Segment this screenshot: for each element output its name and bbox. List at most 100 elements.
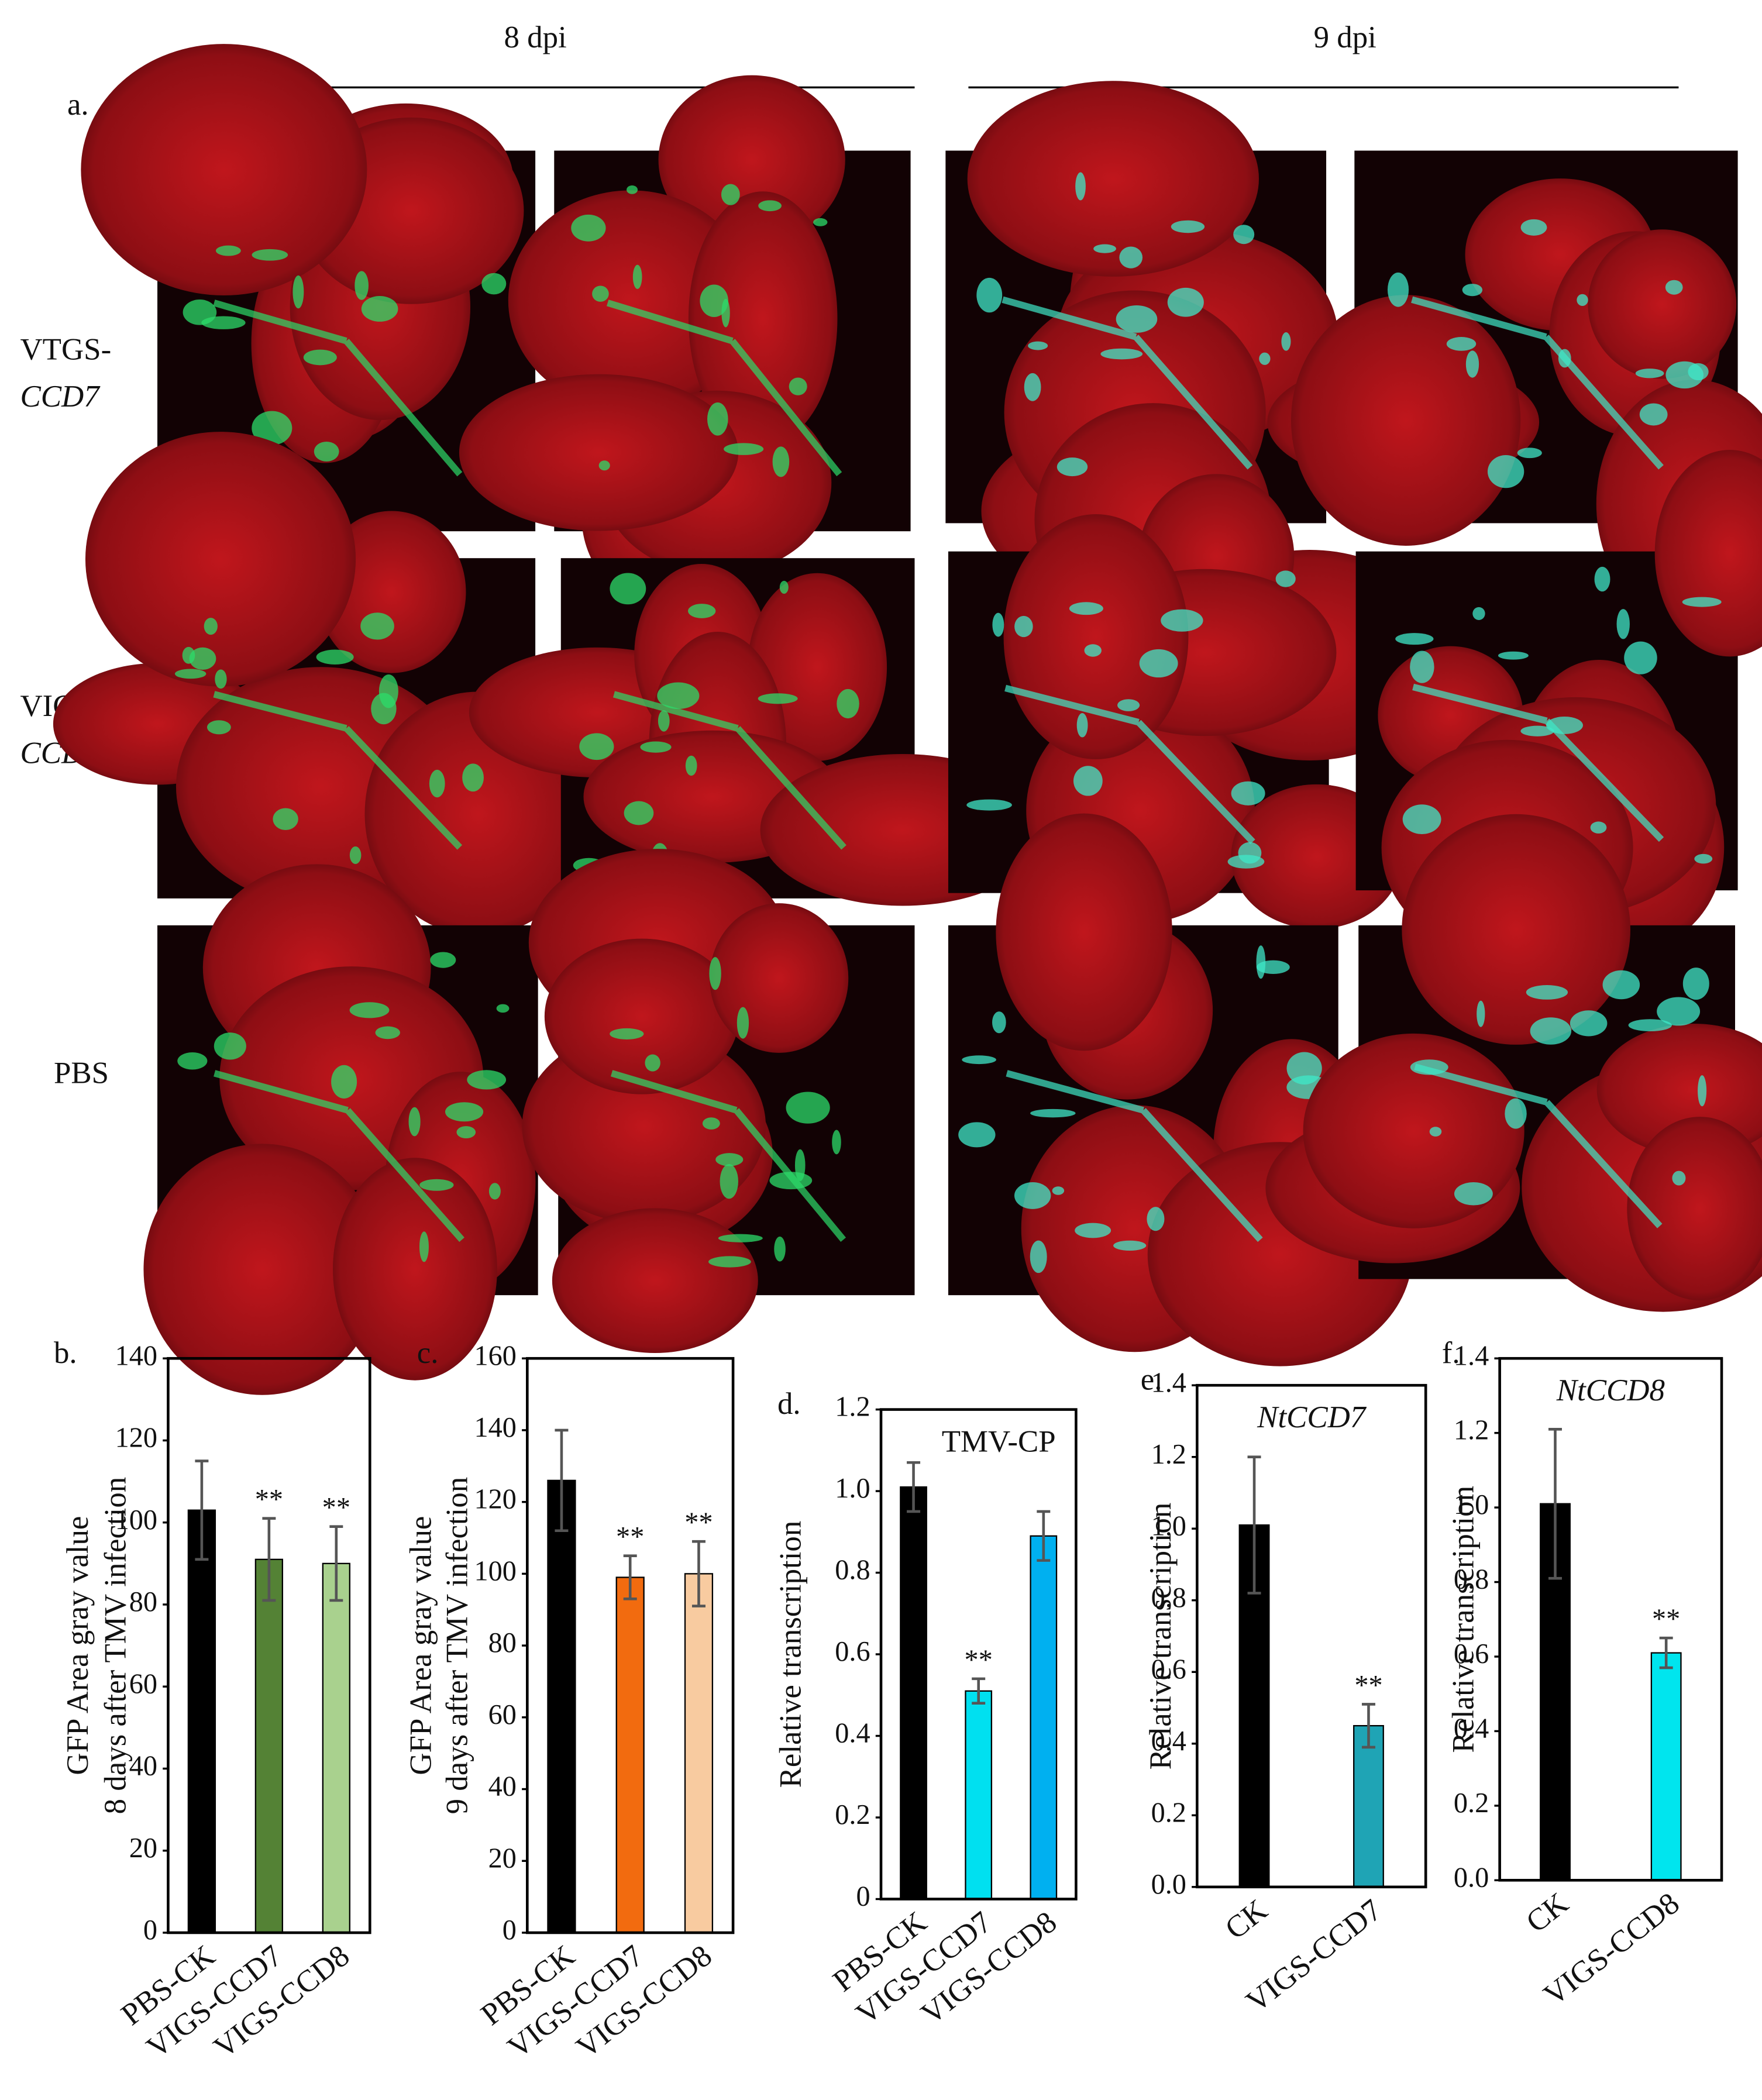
error-bar xyxy=(555,1428,569,1533)
fluorescence xyxy=(1024,373,1041,401)
plant-photo xyxy=(53,432,591,936)
column-label: 8 dpi xyxy=(504,20,566,54)
leaf xyxy=(1627,1117,1762,1301)
y-tick-label: 80 xyxy=(129,1586,157,1617)
y-axis-label: GFP Area gray value xyxy=(404,1516,438,1775)
panel-label: c. xyxy=(417,1336,439,1370)
leaf xyxy=(658,75,845,245)
fluorescence xyxy=(837,688,859,719)
y-tick-label: 60 xyxy=(129,1668,157,1699)
fluorescence xyxy=(813,218,828,226)
y-tick-label: 0.2 xyxy=(835,1799,870,1830)
fluorescence xyxy=(214,1032,246,1060)
plot-frame xyxy=(526,1357,735,1934)
fluorescence xyxy=(1014,615,1033,638)
leaf xyxy=(1003,514,1189,760)
fluorescence xyxy=(1075,172,1086,201)
fluorescence xyxy=(640,741,672,753)
fluorescence xyxy=(721,184,740,205)
fluorescence xyxy=(1526,985,1568,1000)
leaf xyxy=(143,1144,381,1395)
y-tick-label: 40 xyxy=(129,1751,157,1782)
fluorescence xyxy=(419,1179,454,1191)
bar-chart: d. Relative transcription 0 0.2 0.4 0.6 0.8 1.0… xyxy=(774,1387,1078,2031)
fluorescence xyxy=(215,669,227,689)
fluorescence xyxy=(1084,644,1102,657)
y-tick-label: 40 xyxy=(488,1771,517,1802)
fluorescence xyxy=(1602,970,1640,1000)
y-tick-label: 0.4 xyxy=(835,1718,870,1749)
y-tick-label: 0 xyxy=(143,1915,157,1946)
error-bar xyxy=(195,1459,209,1561)
fluorescence xyxy=(1281,332,1291,351)
fluorescence xyxy=(488,1183,501,1200)
fluorescence xyxy=(1639,403,1668,426)
fluorescence xyxy=(1117,699,1140,711)
column-label: 9 dpi xyxy=(1314,20,1376,54)
fluorescence xyxy=(657,682,700,710)
fluorescence xyxy=(1093,244,1117,253)
chart-note: TMV-CP xyxy=(942,1425,1056,1459)
fluorescence xyxy=(1628,1019,1672,1032)
y-tick-label: 80 xyxy=(488,1627,517,1658)
y-tick-label: 1.0 xyxy=(1454,1489,1489,1520)
y-tick-label: 0 xyxy=(503,1915,517,1946)
fluorescence xyxy=(1075,1223,1111,1238)
fluorescence xyxy=(1395,633,1434,645)
fluorescence xyxy=(1233,225,1255,245)
y-tick-label: 1.0 xyxy=(835,1473,870,1504)
fluorescence xyxy=(1698,1075,1707,1107)
error-bar xyxy=(1659,1636,1673,1669)
leaf xyxy=(1291,295,1521,546)
vein xyxy=(213,691,463,850)
fluorescence xyxy=(1465,350,1479,378)
panel-label: d. xyxy=(777,1387,801,1421)
fluorescence xyxy=(627,185,638,194)
fluorescence xyxy=(1113,1240,1147,1251)
plant-photo xyxy=(459,75,911,600)
fluorescence xyxy=(789,377,807,395)
vein xyxy=(213,299,463,477)
fluorescence xyxy=(481,273,507,295)
y-tick-label: 0.8 xyxy=(835,1555,870,1586)
y-tick-label: 140 xyxy=(474,1412,517,1443)
fluorescence xyxy=(1570,1010,1608,1037)
row-label: VTGS- xyxy=(20,333,112,367)
fluorescence xyxy=(1682,597,1722,607)
y-tick-label: 0.0 xyxy=(1151,1869,1186,1900)
fluorescence xyxy=(1594,566,1610,592)
fluorescence xyxy=(252,411,292,445)
fluorescence xyxy=(715,1153,744,1166)
vein xyxy=(1006,1070,1263,1242)
x-tick-label: CK xyxy=(1520,1886,1575,1939)
significance: ** xyxy=(1652,1604,1680,1635)
fluorescence xyxy=(992,1011,1006,1034)
bar-chart: f. Relative transcription 0.0 0.2 0.4 0.6 0.8 1… xyxy=(1442,1336,1723,2012)
fluorescence xyxy=(709,957,721,990)
vein xyxy=(612,691,846,850)
fluorescence xyxy=(1530,1017,1572,1045)
y-axis-label: Relative transcription xyxy=(1446,1486,1480,1753)
vein xyxy=(1414,1063,1663,1228)
fluorescence xyxy=(316,649,354,665)
fluorescence xyxy=(610,1028,644,1039)
bar xyxy=(547,1479,576,1934)
error-bar xyxy=(262,1517,276,1602)
charts: b.GFP Area gray value 8 days after TMV in… xyxy=(54,1336,1723,2065)
fluorescence xyxy=(496,1004,510,1013)
y-tick-label: 1.4 xyxy=(1454,1340,1489,1371)
plot-frame xyxy=(167,1357,371,1934)
fluorescence xyxy=(1472,607,1485,620)
plot-frame xyxy=(1498,1357,1723,1882)
y-tick-label: 20 xyxy=(488,1843,517,1874)
fluorescence xyxy=(303,349,337,366)
y-tick-label: 0.2 xyxy=(1151,1797,1186,1828)
error-bar xyxy=(907,1461,921,1513)
error-bar xyxy=(1247,1455,1261,1595)
error-bar xyxy=(691,1540,706,1607)
vein xyxy=(1412,683,1664,842)
y-tick-label: 0 xyxy=(856,1881,870,1912)
fluorescence xyxy=(1682,968,1709,1000)
fluorescence xyxy=(355,271,369,300)
fluorescence xyxy=(772,446,790,477)
